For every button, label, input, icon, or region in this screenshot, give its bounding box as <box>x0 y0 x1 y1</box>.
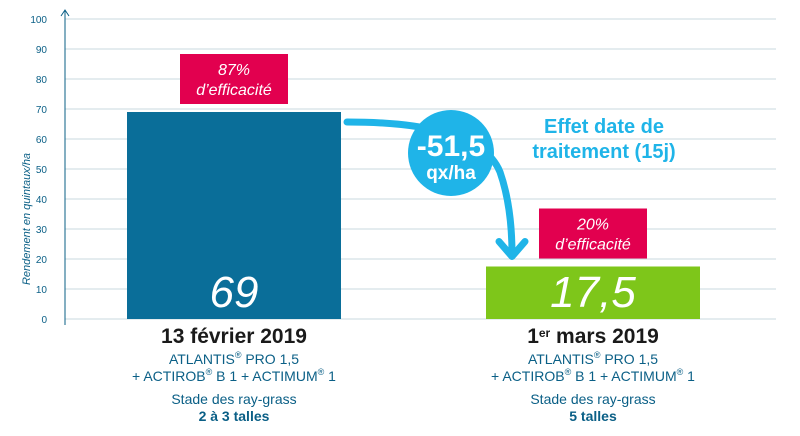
efficacy-label: d’efficacité <box>196 82 272 99</box>
efficacy-percent: 20% <box>576 217 609 234</box>
stage-value: 5 talles <box>569 408 617 424</box>
product-line-1: ATLANTIS® PRO 1,5 <box>528 350 658 367</box>
y-tick-label: 10 <box>36 285 48 296</box>
y-tick-label: 80 <box>36 75 48 86</box>
y-tick-label: 70 <box>36 105 48 116</box>
y-axis-ticks: 0 10 20 30 40 50 60 70 80 90 100 <box>30 15 47 326</box>
y-tick-label: 30 <box>36 225 48 236</box>
bar-value-label: 69 <box>210 268 259 317</box>
effect-annotation-line2: traitement (15j) <box>532 141 675 163</box>
y-tick-label: 100 <box>30 15 47 26</box>
difference-arrow-icon <box>343 118 516 258</box>
efficacy-percent: 87% <box>218 62 250 79</box>
efficacy-badge <box>539 208 647 259</box>
bar-1 <box>127 112 341 319</box>
stage-label: Stade des ray-grass <box>171 391 296 407</box>
y-axis-arrow-icon <box>60 9 70 17</box>
y-axis-label: Rendement en quintaux/ha <box>21 153 33 285</box>
stage-value: 2 à 3 talles <box>199 408 270 424</box>
bars: 69 87% d’efficacité 13 février 2019 ATLANTIS… <box>127 54 700 424</box>
difference-arrowhead-icon <box>495 238 529 260</box>
efficacy-badge <box>180 54 288 104</box>
y-tick-label: 60 <box>36 135 48 146</box>
product-line-2: + ACTIROB® B 1 + ACTIMUM® 1 <box>491 367 695 384</box>
difference-unit: qx/ha <box>426 163 476 184</box>
y-tick-label: 20 <box>36 255 48 266</box>
y-tick-label: 50 <box>36 165 48 176</box>
y-tick-label: 0 <box>41 315 47 326</box>
y-tick-label: 40 <box>36 195 48 206</box>
treatment-date: 13 février 2019 <box>161 325 307 348</box>
bar-value-label: 17,5 <box>550 268 636 317</box>
efficacy-label: d’efficacité <box>555 237 631 254</box>
difference-circle <box>408 110 494 196</box>
treatment-date: 1er mars 2019 <box>527 325 659 348</box>
bar-2 <box>486 266 700 319</box>
product-line-1: ATLANTIS® PRO 1,5 <box>169 350 299 367</box>
effect-annotation-line1: Effet date de <box>544 116 664 138</box>
difference-value: -51,5 <box>417 130 485 163</box>
y-tick-label: 90 <box>36 45 48 56</box>
product-line-2: + ACTIROB® B 1 + ACTIMUM® 1 <box>132 367 336 384</box>
stage-label: Stade des ray-grass <box>530 391 655 407</box>
